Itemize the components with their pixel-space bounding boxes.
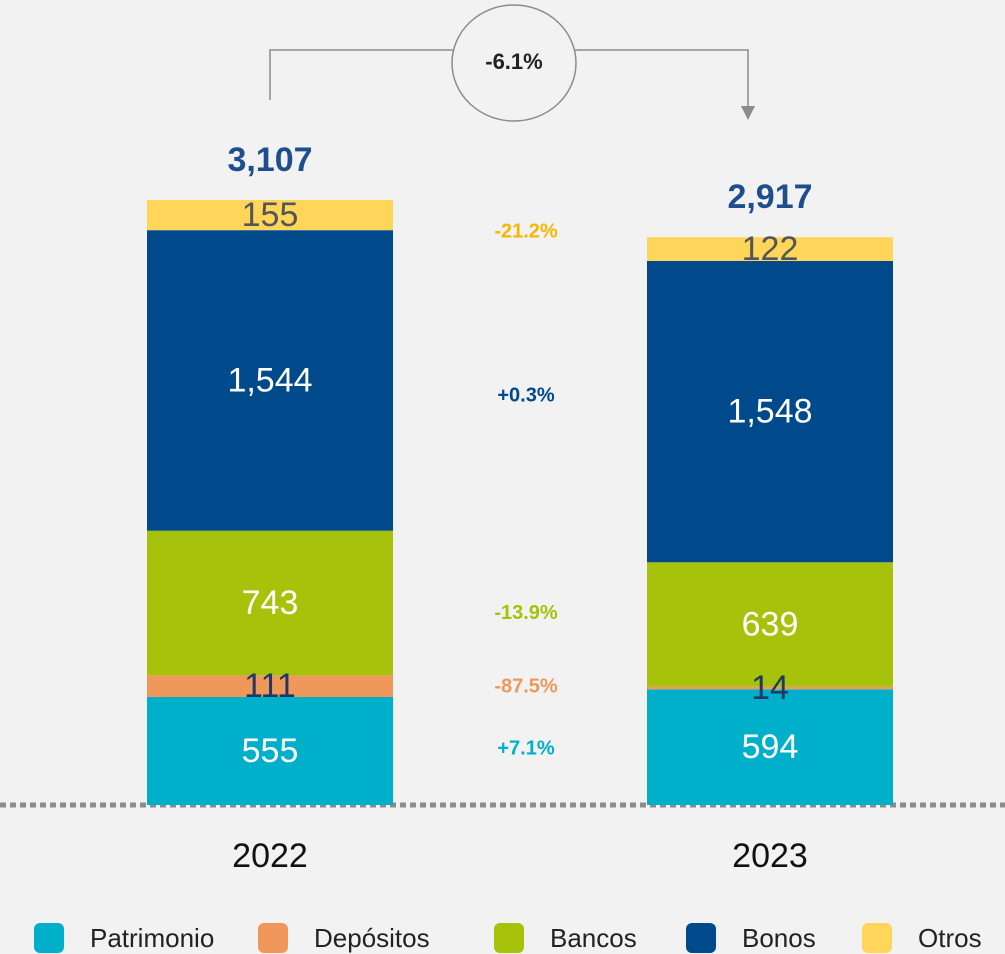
x-tick-label: 2022 (232, 837, 308, 875)
value-label: 1,548 (727, 393, 812, 431)
legend-swatch (258, 923, 288, 953)
bar-segment (647, 562, 893, 687)
value-label: 555 (242, 732, 299, 770)
bar-segment (647, 686, 893, 690)
change-label: -21.2% (494, 220, 558, 242)
change-label: -87.5% (494, 675, 558, 697)
change-circle (451, 4, 577, 122)
legend-swatch (862, 923, 892, 953)
bar-segment (647, 237, 893, 261)
bar-segment (647, 260, 893, 563)
bar-segment (147, 230, 393, 531)
value-label: 111 (244, 667, 296, 705)
bar-segment (147, 530, 393, 676)
legend-swatch (34, 923, 64, 953)
bar-segment (147, 696, 393, 805)
legend-label: Depósitos (314, 923, 430, 953)
total-change: -6.1% (485, 49, 542, 74)
total-label: 3,107 (227, 141, 312, 179)
bar-segment (147, 200, 393, 231)
value-label: 639 (742, 605, 799, 643)
value-label: 594 (742, 728, 799, 766)
value-label: 1,544 (227, 361, 312, 399)
change-label: +7.1% (497, 737, 554, 759)
value-label: 743 (242, 584, 299, 622)
legend-label: Otros (918, 923, 982, 953)
x-tick-label: 2023 (732, 837, 808, 875)
value-label: 155 (242, 196, 299, 234)
bar-segment (147, 675, 393, 697)
legend-label: Bancos (550, 923, 637, 953)
change-label: +0.3% (497, 384, 554, 406)
legend-label: Bonos (742, 923, 816, 953)
change-label: -13.9% (494, 602, 558, 624)
value-label: 122 (742, 230, 799, 268)
legend-swatch (494, 923, 524, 953)
arrow-head (741, 106, 755, 120)
legend-label: Patrimonio (90, 923, 214, 953)
value-label: 14 (751, 669, 789, 707)
legend-swatch (686, 923, 716, 953)
total-label: 2,917 (727, 178, 812, 216)
bar-segment (647, 689, 893, 805)
